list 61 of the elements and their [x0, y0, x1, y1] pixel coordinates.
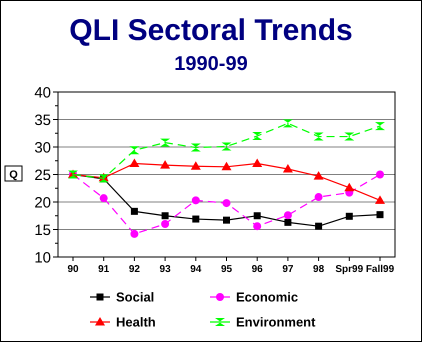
point: [284, 218, 292, 226]
point: [344, 182, 354, 192]
point: [375, 195, 385, 204]
legend-label: Health: [116, 314, 156, 330]
y-tick-label: 30: [34, 139, 51, 156]
point: [282, 164, 293, 172]
point: [161, 220, 170, 228]
point: [375, 122, 385, 130]
point: [314, 132, 324, 141]
point: [222, 199, 230, 208]
point: [344, 132, 354, 141]
chart-subtitle: 1990-99: [174, 53, 248, 75]
y-tick-label: 35: [34, 112, 51, 129]
x-tick-label: 98: [313, 264, 325, 275]
point: [192, 196, 200, 204]
legend-label: Social: [116, 290, 154, 305]
point: [162, 212, 169, 220]
point: [192, 216, 200, 223]
x-tick-label: 90: [67, 264, 79, 275]
y-tick-label: 25: [34, 166, 51, 184]
x-tick-label: 92: [128, 264, 140, 275]
point: [254, 212, 261, 220]
y-tick-label: 20: [34, 194, 51, 212]
x-tick-label: 94: [190, 264, 202, 275]
x-tick-label: 93: [160, 264, 172, 275]
point: [160, 138, 170, 147]
point: [284, 211, 292, 220]
point: [100, 194, 108, 202]
point: [190, 161, 201, 170]
y-axis-title: Q: [9, 168, 18, 181]
x-tick-label: Fall99: [366, 264, 395, 275]
point: [314, 171, 324, 180]
chart-title: QLI Sectoral Trends: [69, 14, 353, 47]
point: [314, 193, 323, 202]
x-tick-label: 91: [98, 264, 110, 275]
point: [190, 144, 201, 152]
y-tick-label: 10: [34, 249, 51, 266]
point: [315, 222, 322, 230]
point: [376, 170, 384, 178]
point: [252, 132, 262, 140]
point: [129, 158, 140, 167]
point: [130, 208, 138, 215]
point: [376, 211, 384, 218]
legend-label: Environment: [236, 314, 316, 330]
point: [282, 119, 293, 128]
point: [222, 162, 232, 170]
y-tick-label: 40: [34, 84, 51, 102]
x-tick-label: Spr99: [335, 264, 364, 275]
x-tick-label: 97: [282, 264, 294, 275]
point: [129, 146, 140, 154]
point: [223, 216, 230, 224]
point: [222, 142, 232, 150]
point: [130, 230, 138, 238]
x-tick-label: 96: [252, 264, 264, 275]
point: [346, 212, 353, 220]
x-tick-label: 95: [220, 264, 232, 275]
y-tick-label: 15: [34, 222, 51, 239]
legend-label: Economic: [236, 290, 298, 305]
point: [252, 158, 262, 167]
point: [160, 160, 170, 169]
point: [253, 222, 262, 230]
